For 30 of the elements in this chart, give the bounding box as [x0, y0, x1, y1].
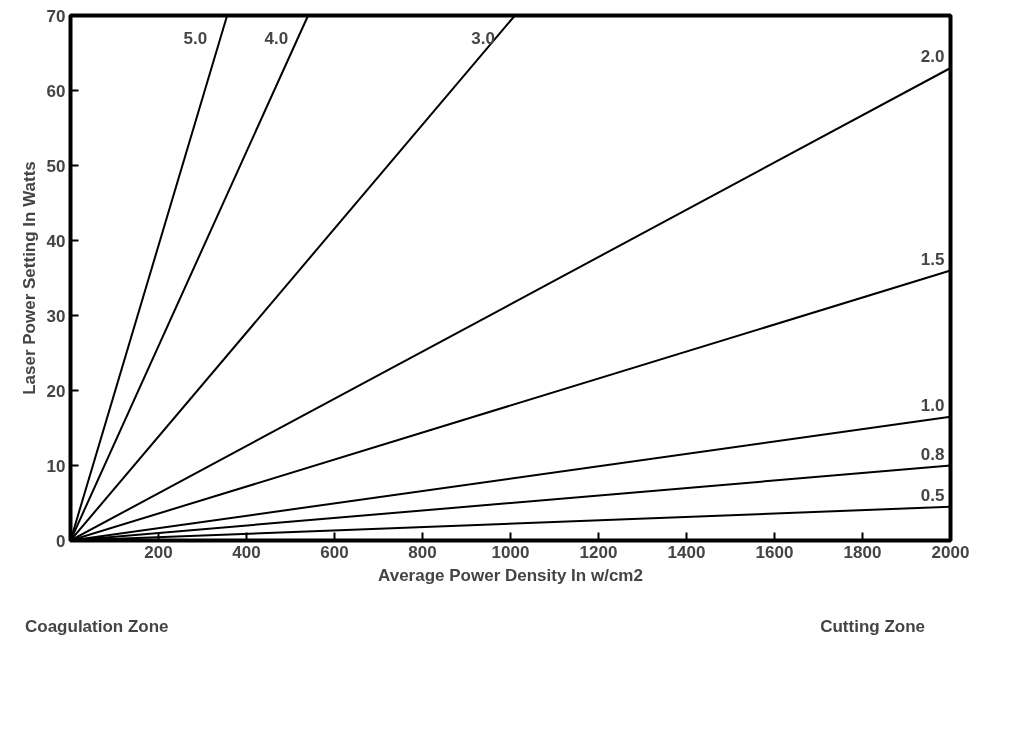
- series-label: 2.0: [920, 47, 945, 66]
- y-tick-label: 40: [46, 231, 66, 251]
- series-label: 1.0: [920, 395, 945, 415]
- y-tick-label: 10: [46, 456, 66, 476]
- x-tick-label: 400: [232, 542, 261, 562]
- series-label: 1.5: [920, 249, 945, 269]
- x-tick-label: 1000: [491, 542, 530, 562]
- text: Cutting Zone: [820, 616, 925, 638]
- x-tick-label: 2000: [931, 542, 970, 562]
- y-tick-label: 20: [46, 381, 66, 401]
- y-tick-label: 70: [46, 6, 66, 26]
- x-tick-label: 600: [320, 542, 349, 562]
- x-tick-label: 800: [408, 542, 437, 562]
- x-tick-label: 1600: [755, 542, 794, 562]
- series-label: 3.0: [471, 28, 495, 48]
- y-tick-label: 50: [46, 156, 66, 176]
- x-tick-label: 1200: [579, 542, 618, 562]
- series-label: 5.0: [183, 28, 208, 48]
- y-tick-label: 0: [56, 531, 66, 551]
- y-tick-label: 30: [46, 306, 66, 326]
- series-label: 0.8: [920, 444, 945, 464]
- x-tick-label: 1800: [843, 542, 882, 562]
- series-label: 0.5: [920, 485, 945, 505]
- series-label: 4.0: [264, 28, 289, 48]
- x-tick-label: 200: [144, 542, 173, 562]
- x-axis-title: Average Power Density In w/cm2: [378, 565, 643, 585]
- text: Coagulation Zone: [25, 616, 169, 638]
- y-tick-label: 60: [46, 81, 66, 101]
- x-tick-label: 1400: [667, 542, 706, 562]
- y-axis-title: Laser Power Setting In Watts: [19, 161, 39, 395]
